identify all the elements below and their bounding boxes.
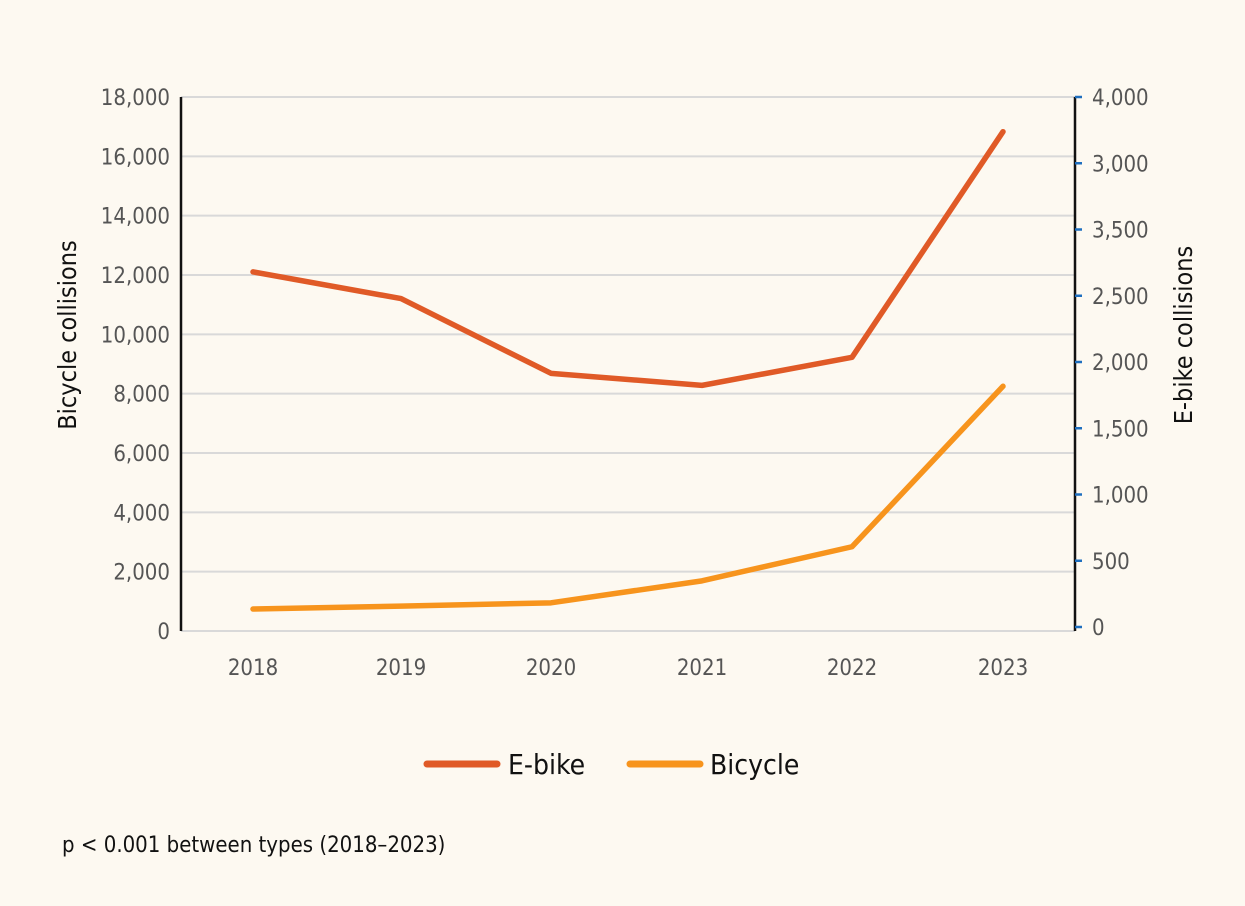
gridlines: [181, 96, 1075, 632]
right-tick-labels: 0 500 1,000 1,500 2,000 2,500 3,500 3,000 4,000: [1075, 86, 1149, 641]
significance-note: p < 0.001 between types (2018–2023): [62, 833, 445, 858]
x-tick-label: 2023: [978, 656, 1028, 681]
left-tick-labels: 0 2,000 4,000 6,000 8,000 10,000 12,000 14,000 1…: [101, 86, 170, 645]
series-line-e-bike: [250, 128, 1006, 389]
right-tick-label: 3,000: [1092, 152, 1149, 177]
x-tick-label: 2018: [228, 656, 278, 681]
left-tick-label: 16,000: [101, 145, 170, 170]
series-line-bicycle: [250, 383, 1006, 612]
left-tick-label: 18,000: [101, 86, 170, 111]
legend: E-bike Bicycle: [423, 748, 799, 781]
x-tick-label: 2019: [376, 656, 426, 681]
left-axis-title: Bicycle collisions: [53, 240, 82, 430]
right-tick-label: 4,000: [1092, 86, 1149, 111]
left-tick-label: 12,000: [101, 264, 170, 289]
legend-label-bicycle: Bicycle: [710, 748, 799, 781]
left-tick-label: 14,000: [101, 205, 170, 230]
left-tick-label: 6,000: [113, 442, 170, 467]
right-tick-label: 2,000: [1092, 351, 1149, 376]
x-tick-labels: 2018 2019 2020 2021 2022 2023: [228, 656, 1028, 681]
x-tick-label: 2022: [827, 656, 877, 681]
x-tick-label: 2020: [526, 656, 576, 681]
right-tick-label: 1,500: [1092, 417, 1149, 442]
right-tick-label: 1,000: [1092, 484, 1149, 509]
series-lines: [250, 128, 1006, 612]
right-tick-label: 2,500: [1092, 285, 1149, 310]
x-tick-label: 2021: [677, 656, 727, 681]
legend-label-ebike: E-bike: [508, 748, 585, 781]
right-tick-label: 500: [1092, 550, 1130, 575]
left-tick-label: 2,000: [113, 561, 170, 586]
left-tick-label: 4,000: [113, 501, 170, 526]
right-tick-label: 3,500: [1092, 219, 1149, 244]
left-tick-label: 10,000: [101, 323, 170, 348]
right-axis-title: E-bike collisions: [1169, 246, 1198, 425]
left-tick-label: 0: [157, 620, 170, 645]
right-tick-label: 0: [1092, 616, 1105, 641]
left-tick-label: 8,000: [113, 383, 170, 408]
